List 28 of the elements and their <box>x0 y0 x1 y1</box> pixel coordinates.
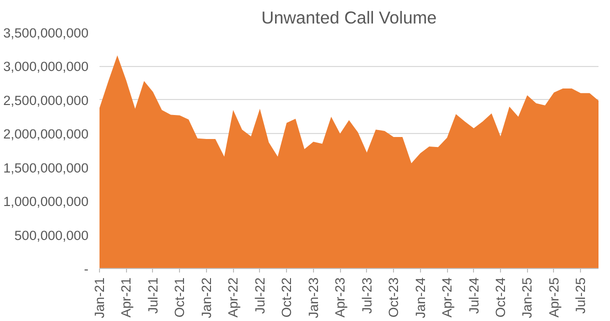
x-tick-label: Oct-23 <box>386 277 402 318</box>
x-tick-label: Apr-25 <box>546 277 562 318</box>
y-tick-label: 2,500,000,000 <box>3 92 88 108</box>
x-tick-label: Oct-21 <box>172 277 188 318</box>
x-tick-label: Jul-23 <box>359 277 374 314</box>
x-tick-label: Oct-24 <box>492 276 508 318</box>
x-tick-label: Jul-21 <box>145 277 160 314</box>
x-tick-label: Jan-22 <box>198 277 214 318</box>
x-tick-label: Apr-21 <box>118 277 134 318</box>
y-tick-label: 1,500,000,000 <box>3 160 88 176</box>
x-tick-label: Oct-22 <box>279 277 294 318</box>
x-tick-label: Jan-24 <box>412 276 428 318</box>
y-tick-label: 2,000,000,000 <box>3 126 88 142</box>
chart-title: Unwanted Call Volume <box>261 8 437 28</box>
x-tick-label: Jul-22 <box>252 277 268 314</box>
x-tick-label: Apr-22 <box>226 277 241 318</box>
y-tick-label: 3,000,000,000 <box>3 59 88 74</box>
x-tick-label: Apr-23 <box>332 277 348 318</box>
y-tick-label: 500,000,000 <box>14 228 89 243</box>
y-tick-label: 1,000,000,000 <box>3 194 88 210</box>
x-tick-label: Apr-24 <box>440 276 455 318</box>
x-tick-label: Jan-23 <box>306 277 321 318</box>
y-tick-label: 3,500,000,000 <box>3 26 88 40</box>
x-tick-label: Jan-25 <box>520 277 535 318</box>
y-tick-label: - <box>84 262 89 276</box>
x-tick-label: Jan-21 <box>92 277 107 318</box>
x-tick-label: Jul-24 <box>466 276 482 314</box>
x-tick-label: Jul-25 <box>573 277 588 314</box>
